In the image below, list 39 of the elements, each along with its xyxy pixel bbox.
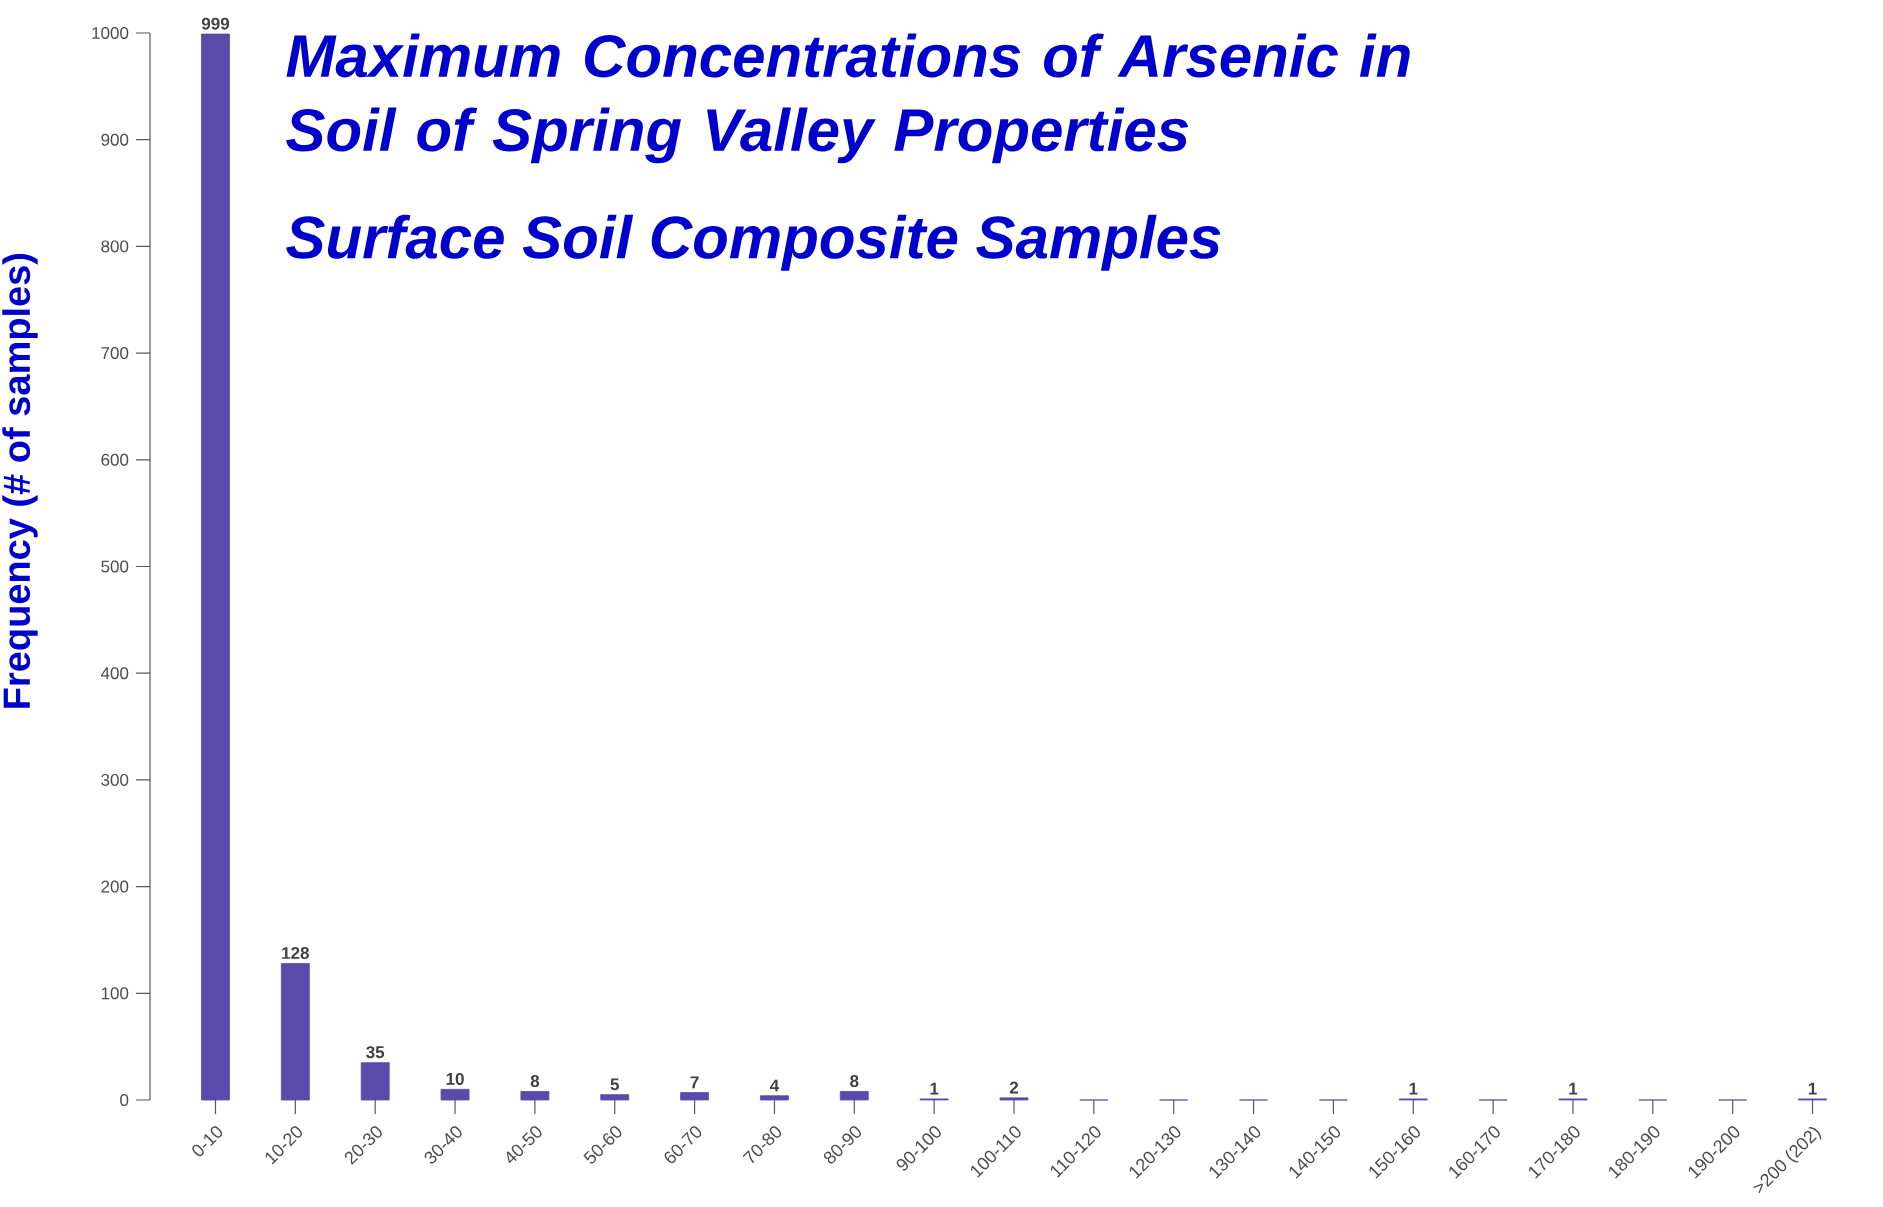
y-tick-label: 0 <box>120 1094 129 1107</box>
data-label: 1 <box>1808 1082 1817 1095</box>
data-label: 7 <box>690 1076 699 1089</box>
data-label: 8 <box>530 1075 540 1088</box>
data-label: 1 <box>1409 1082 1418 1095</box>
data-label: 1 <box>1569 1082 1578 1095</box>
data-label: 10 <box>446 1072 464 1085</box>
data-label: 35 <box>366 1046 385 1059</box>
data-label: 5 <box>610 1078 619 1091</box>
bar <box>600 1094 630 1101</box>
y-tick-label: 1000 <box>92 26 129 40</box>
bar <box>280 963 310 1101</box>
y-tick-label: 100 <box>101 987 129 1000</box>
text: Surface Soil Composite Samples <box>286 214 1221 271</box>
data-label: 1 <box>930 1082 939 1095</box>
y-tick-label: 800 <box>101 240 129 253</box>
y-tick-label: 900 <box>101 133 129 146</box>
y-tick-label: 600 <box>101 453 129 466</box>
y-axis-title: Frequency (# of samples) <box>2 253 38 708</box>
data-label: 8 <box>850 1075 859 1088</box>
bar <box>760 1095 789 1101</box>
bar <box>520 1091 550 1101</box>
y-tick-label: 500 <box>101 560 129 573</box>
x-tick-label: 0-10 <box>192 1126 223 1157</box>
bar <box>360 1062 390 1101</box>
data-label: 128 <box>282 947 309 960</box>
y-tick-label: 700 <box>101 347 129 360</box>
bar <box>680 1092 709 1101</box>
data-label: 2 <box>1009 1081 1019 1094</box>
data-label: 4 <box>769 1079 780 1092</box>
bar <box>440 1088 470 1101</box>
y-tick-label: 400 <box>100 667 129 680</box>
data-label: 999 <box>201 17 230 30</box>
text: Maximum Concentrations of Arsenic in Soil of Spring Valley Properties <box>286 33 1410 164</box>
bar <box>839 1091 869 1101</box>
bar <box>999 1097 1029 1101</box>
y-tick-label: 200 <box>101 880 129 893</box>
y-tick-label: 300 <box>101 773 129 786</box>
bar <box>201 33 230 1101</box>
